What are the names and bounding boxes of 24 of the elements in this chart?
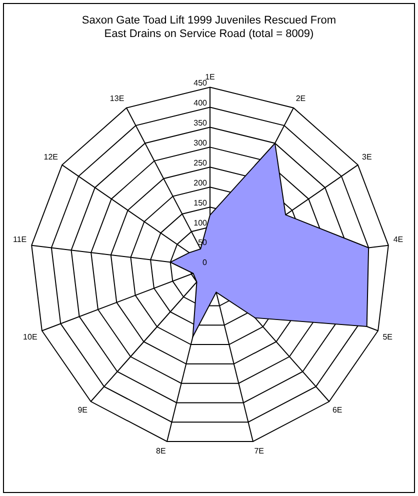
y-tick-label: 100	[194, 218, 208, 228]
spoke-label: 7E	[254, 446, 264, 456]
y-tick-label: 200	[194, 178, 208, 188]
y-tick-label: 350	[194, 118, 208, 128]
spoke-label: 2E	[296, 94, 306, 103]
y-tick-label: 300	[194, 138, 208, 148]
spoke-label: 3E	[362, 152, 372, 162]
y-tick-label: 450	[194, 78, 208, 88]
spoke-label: 1E	[205, 72, 215, 82]
spoke-label: 6E	[332, 405, 342, 414]
spoke-label: 4E	[393, 235, 404, 244]
spoke-label: 5E	[382, 332, 392, 342]
y-tick-label: 150	[194, 198, 208, 208]
spoke-label: 12E	[44, 152, 58, 162]
spoke-label: 10E	[23, 332, 38, 342]
y-tick-label: 400	[194, 98, 208, 108]
y-tick-label: 0	[202, 258, 208, 268]
spoke-label: 8E	[156, 446, 166, 456]
text: East Drains on Service Road (total = 8009)	[104, 28, 314, 40]
y-tick-label: 250	[194, 158, 208, 168]
spoke-label: 13E	[110, 94, 124, 103]
spoke-label: 11E	[13, 235, 27, 244]
spoke-label: 9E	[78, 405, 88, 414]
text: Saxon Gate Toad Lift 1999 Juveniles Rescued From	[82, 14, 336, 27]
